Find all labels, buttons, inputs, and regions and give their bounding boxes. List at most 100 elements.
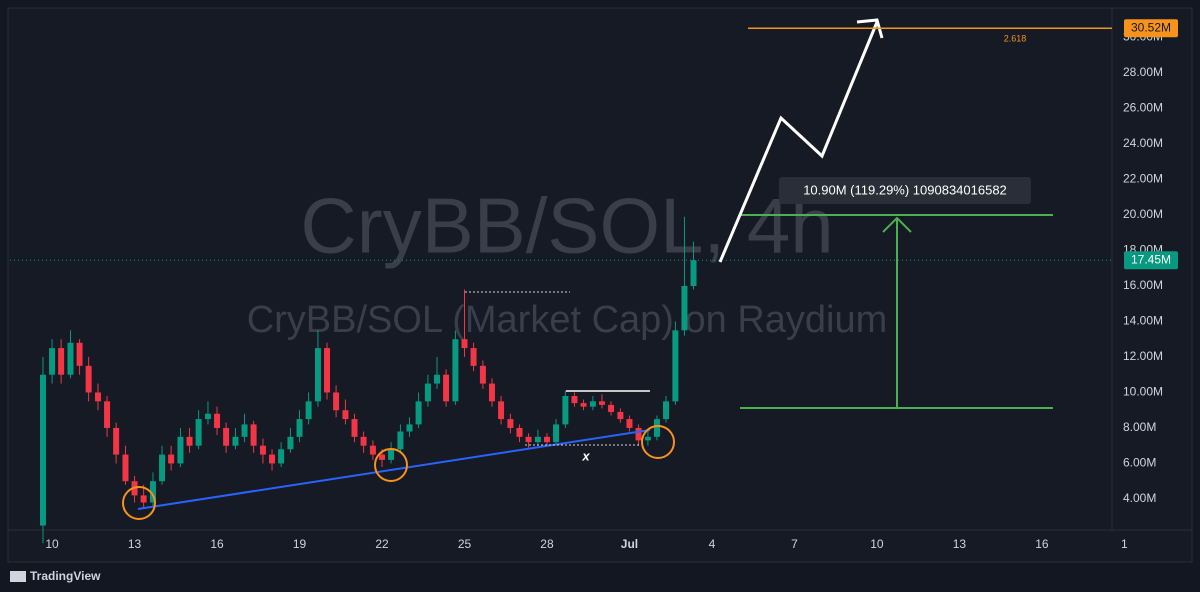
x-tick-label: 16 xyxy=(1035,537,1049,551)
candle-body xyxy=(342,410,349,420)
watermark-title: CryBB/SOL, 4h xyxy=(300,182,833,270)
measure-arrowhead xyxy=(882,216,912,233)
candle-body xyxy=(507,419,514,428)
candle-body xyxy=(67,342,74,375)
candle-body xyxy=(94,392,101,402)
candle-body xyxy=(663,401,670,420)
y-tick-label: 26.00M xyxy=(1123,101,1163,115)
candle-body xyxy=(571,396,578,404)
candle-body xyxy=(250,424,257,446)
price-label: 30.52M xyxy=(1131,20,1171,34)
y-tick-label: 4.00M xyxy=(1123,491,1156,505)
candle-body xyxy=(168,454,175,464)
candle-body xyxy=(388,449,395,460)
candle-body xyxy=(470,348,477,366)
candle-body xyxy=(177,436,184,464)
x-tick-label: 4 xyxy=(709,537,716,551)
candle-body xyxy=(140,495,147,503)
y-tick-label: 8.00M xyxy=(1123,420,1156,434)
circle-marker xyxy=(122,486,156,520)
x-tick-label: 10 xyxy=(870,537,884,551)
candle-body xyxy=(49,348,56,375)
candle-body xyxy=(278,449,285,464)
candle-body xyxy=(360,436,367,446)
candle-body xyxy=(525,436,532,443)
y-tick-label: 6.00M xyxy=(1123,456,1156,470)
branding: TradingView xyxy=(30,569,101,583)
circle-marker xyxy=(374,448,408,482)
frame xyxy=(7,7,1193,563)
candle-body xyxy=(443,374,450,402)
candle-body xyxy=(39,374,46,526)
candle-body xyxy=(305,401,312,420)
candle-body xyxy=(223,427,230,446)
x-tick-label: 16 xyxy=(210,537,224,551)
x-tick-label: 13 xyxy=(953,537,967,551)
candle-body xyxy=(351,419,358,437)
circle-marker xyxy=(641,425,675,459)
candle-body xyxy=(333,392,340,411)
candle-body xyxy=(681,285,688,331)
candle-body xyxy=(186,436,193,446)
candle-body xyxy=(296,419,303,437)
candle-body xyxy=(159,454,166,482)
candle-body xyxy=(76,342,83,366)
candle-body xyxy=(461,339,468,349)
measure-label: 10.90M (119.29%) 1090834016582 xyxy=(803,182,1007,197)
candle-body xyxy=(608,404,615,412)
x-tick-label: 13 xyxy=(128,537,142,551)
y-tick-label: 16.00M xyxy=(1123,278,1163,292)
y-tick-label: 28.00M xyxy=(1123,65,1163,79)
y-tick-label: 22.00M xyxy=(1123,172,1163,186)
x-tick-label: 10 xyxy=(45,537,59,551)
candle-body xyxy=(479,365,486,384)
price-label-box xyxy=(1124,19,1178,38)
candle-body xyxy=(397,431,404,450)
candle-body xyxy=(424,383,431,402)
price-label-box xyxy=(1124,251,1178,270)
trendline xyxy=(137,429,651,510)
y-tick-label: 10.00M xyxy=(1123,385,1163,399)
candle-body xyxy=(232,436,239,446)
candle-body xyxy=(204,413,211,420)
x-tick-label: 25 xyxy=(458,537,472,551)
candle-body xyxy=(626,419,633,428)
x-tick-label: 28 xyxy=(540,537,554,551)
candle-body xyxy=(415,401,422,425)
candle-body xyxy=(433,374,440,384)
price-label: 17.45M xyxy=(1131,252,1171,266)
projection-path xyxy=(718,21,879,263)
candle-body xyxy=(672,330,679,402)
candle-body xyxy=(369,445,376,455)
candle-body xyxy=(617,411,624,420)
measure-box xyxy=(779,177,1031,204)
candle-body xyxy=(488,383,495,402)
candle-body xyxy=(534,436,541,443)
candle-body xyxy=(406,424,413,432)
x-tick-label: 1 xyxy=(1121,537,1128,551)
candle-body xyxy=(580,403,587,407)
candle-body xyxy=(241,424,248,437)
candle-body xyxy=(644,436,651,441)
candle-body xyxy=(113,427,120,455)
candle-body xyxy=(104,401,111,428)
x-tick-label: 22 xyxy=(375,537,389,551)
y-tick-label: 12.00M xyxy=(1123,349,1163,363)
candle-body xyxy=(498,401,505,420)
candle-body xyxy=(553,424,560,443)
candle-body xyxy=(516,427,523,437)
candle-body xyxy=(58,348,65,375)
candle-body xyxy=(598,401,605,405)
candle-body xyxy=(452,339,459,402)
watermark-subtitle: CryBB/SOL (Market Cap) on Raydium xyxy=(247,299,888,341)
candle-body xyxy=(589,401,596,407)
x-marker: x xyxy=(581,448,590,463)
candle-body xyxy=(259,445,266,455)
candle-body xyxy=(85,365,92,393)
candle-body xyxy=(314,348,321,402)
candle-body xyxy=(122,454,129,482)
candle-body xyxy=(214,413,221,428)
candle-body xyxy=(653,419,660,437)
candle-body xyxy=(149,481,156,503)
candle-body xyxy=(379,454,386,460)
